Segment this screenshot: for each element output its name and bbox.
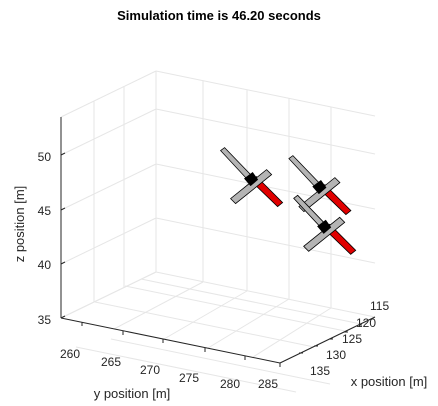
x-tick-label: 130 [326,348,346,362]
grid-line [110,338,331,385]
aircraft [288,155,352,216]
z-tick-mark [60,315,66,319]
aircraft-layer [220,147,357,255]
aircraft [293,194,357,255]
grid-line [113,281,204,330]
y-tick-label: 270 [140,363,160,377]
x-tick-label: 125 [342,332,362,346]
grid-line [155,108,376,155]
axes [60,117,376,367]
z-tick-mark [60,207,66,211]
aircraft-nose [312,180,327,195]
y-axis-label: y position [m] [94,386,171,401]
z-tick-mark [60,261,66,265]
y-tick-label: 265 [101,355,121,369]
grid-line [124,285,346,332]
aircraft-nose [317,219,332,234]
y-axis-line [60,317,281,364]
grid-line [94,301,315,348]
z-tick-label: 45 [38,204,52,218]
grid-line [60,70,157,118]
x-tick-label: 135 [310,364,330,378]
aircraft [220,147,284,208]
grid-line [155,217,376,264]
grid-line [155,271,376,318]
grid-line [140,278,362,325]
grid-line [75,346,297,393]
grid-line [60,108,157,156]
grid-line [60,163,157,211]
x-axis-label: x position [m] [351,374,428,389]
grid-line [155,70,376,117]
y-tick-label: 275 [179,371,199,385]
y-tick-label: 280 [220,377,240,391]
aircraft-nose [244,172,259,187]
z-tick-label: 40 [38,258,52,272]
x-tick-label: 120 [356,316,376,330]
z-tick-label: 50 [38,150,52,164]
y-tick-label: 285 [258,377,278,391]
z-tick-label: 35 [38,313,52,327]
z-axis-label: z position [m] [12,186,27,263]
grid-line [163,290,248,340]
aircraft-tail [220,147,252,180]
z-tick-mark [60,152,66,156]
grid-line [207,298,290,349]
grid-line [252,307,332,358]
x-tick-label: 115 [370,299,389,313]
grid-line [60,271,157,319]
grid-line [60,217,157,265]
aircraft-tail [288,155,320,188]
chart-title: Simulation time is 46.20 seconds [117,8,321,23]
y-tick-label: 260 [60,347,80,361]
